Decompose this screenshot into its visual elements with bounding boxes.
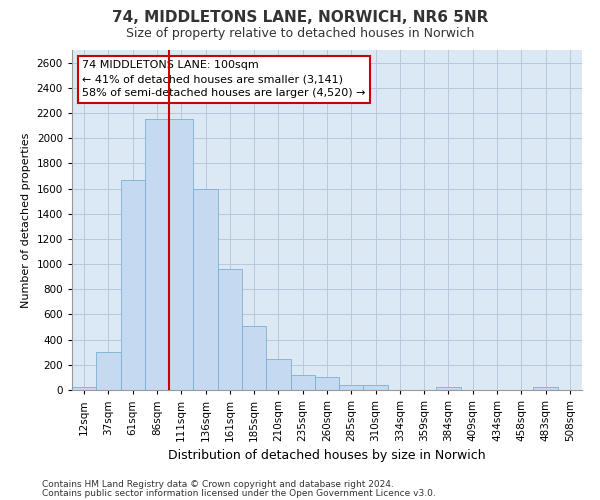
Text: Contains HM Land Registry data © Crown copyright and database right 2024.: Contains HM Land Registry data © Crown c… <box>42 480 394 489</box>
Bar <box>533 388 558 390</box>
Bar <box>266 358 290 390</box>
Bar <box>72 387 96 390</box>
Text: Contains public sector information licensed under the Open Government Licence v3: Contains public sector information licen… <box>42 490 436 498</box>
Y-axis label: Number of detached properties: Number of detached properties <box>21 132 31 308</box>
Bar <box>315 378 339 390</box>
Bar <box>339 385 364 390</box>
Bar <box>218 269 242 390</box>
Bar <box>145 120 169 390</box>
Text: 74 MIDDLETONS LANE: 100sqm
← 41% of detached houses are smaller (3,141)
58% of s: 74 MIDDLETONS LANE: 100sqm ← 41% of deta… <box>82 60 366 98</box>
Bar <box>169 120 193 390</box>
X-axis label: Distribution of detached houses by size in Norwich: Distribution of detached houses by size … <box>168 450 486 462</box>
Bar <box>193 188 218 390</box>
Text: 74, MIDDLETONS LANE, NORWICH, NR6 5NR: 74, MIDDLETONS LANE, NORWICH, NR6 5NR <box>112 10 488 25</box>
Bar <box>121 180 145 390</box>
Bar <box>436 387 461 390</box>
Text: Size of property relative to detached houses in Norwich: Size of property relative to detached ho… <box>126 28 474 40</box>
Bar <box>290 375 315 390</box>
Bar <box>242 326 266 390</box>
Bar <box>364 385 388 390</box>
Bar <box>96 352 121 390</box>
